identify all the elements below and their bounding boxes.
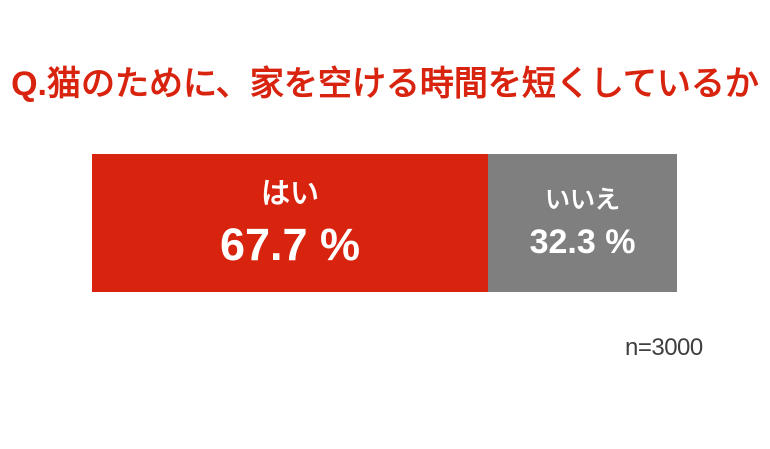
stacked-bar: はい 67.7 % いいえ 32.3 % bbox=[92, 154, 677, 292]
chart-title: Q.猫のために、家を空ける時間を短くしているか bbox=[11, 65, 759, 103]
sample-size-note: n=3000 bbox=[625, 334, 703, 361]
segment-yes-label: はい bbox=[261, 178, 320, 210]
segment-no-value: 32.3 % bbox=[529, 222, 636, 261]
segment-yes-value: 67.7 % bbox=[219, 219, 361, 270]
bar-segment-no: いいえ 32.3 % bbox=[488, 154, 677, 292]
bar-segment-yes: はい 67.7 % bbox=[92, 154, 489, 292]
segment-no-label: いいえ bbox=[545, 185, 621, 214]
